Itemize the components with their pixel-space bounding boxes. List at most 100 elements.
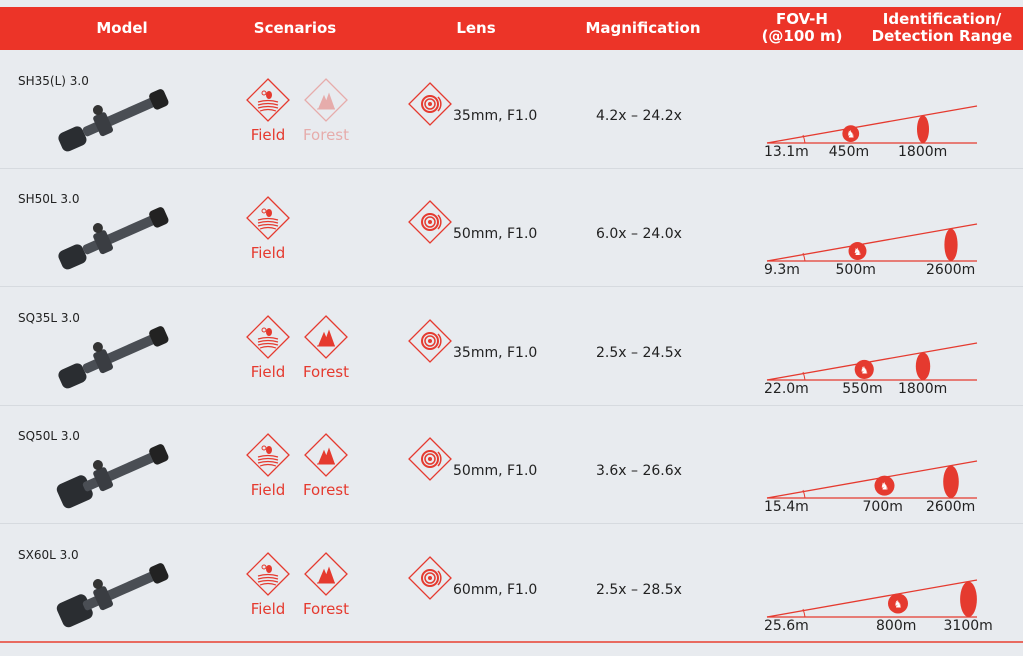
- table-row: SX60L 3.0 Field Forest 60mm, F1.0 2.5x – 28.…: [0, 524, 1023, 643]
- model-name: SQ50L 3.0: [18, 429, 80, 444]
- header-magnification: Magnification: [585, 19, 701, 37]
- identification-range: 450m: [828, 144, 870, 160]
- detection-target-icon: [943, 465, 959, 499]
- model-name: SH35(L) 3.0: [18, 74, 89, 88]
- table-bottom-border: [0, 641, 1023, 643]
- header-fov: FOV-H (@100 m): [761, 10, 843, 45]
- range-diagram: ♞: [766, 105, 978, 144]
- fov-value: 9.3m: [764, 262, 800, 279]
- deer-icon: [848, 242, 867, 261]
- fov-angle-arc: [802, 608, 806, 617]
- range-fov-line: [766, 342, 978, 381]
- header-lens: Lens: [456, 19, 496, 37]
- scenario-label: Forest: [302, 362, 350, 381]
- scenario-label: Field: [250, 599, 286, 618]
- lens-icon: [408, 555, 452, 604]
- detection-range: 1800m: [898, 380, 948, 397]
- field-icon: [246, 314, 290, 363]
- range-fov-line: [766, 105, 978, 144]
- scenario-forest: Forest: [301, 551, 351, 618]
- fov-angle-arc: [802, 253, 806, 262]
- scenario-field: Field: [243, 551, 293, 618]
- lens-icon: [408, 200, 452, 248]
- lens-value: 35mm, F1.0: [453, 108, 538, 124]
- model-name: SQ35L 3.0: [18, 310, 80, 325]
- fov-value: 15.4m: [764, 499, 809, 516]
- svg-text:♞: ♞: [853, 247, 862, 258]
- scenario-label: Forest: [302, 599, 350, 618]
- header-model: Model: [96, 19, 148, 37]
- scenario-label: Field: [250, 126, 286, 144]
- magnification-value: 4.2x – 24.2x: [596, 108, 682, 124]
- identification-range: 500m: [835, 262, 876, 279]
- fov-value: 22.0m: [764, 380, 809, 397]
- deer-icon: [888, 593, 908, 614]
- scenario-field: Field: [243, 196, 293, 262]
- detection-range: 2600m: [926, 499, 976, 516]
- table-row: SH50L 3.0 Field 50mm, F1.0 6.0x – 24.0x ♞ 9.3…: [0, 168, 1023, 288]
- magnification-value: 3.6x – 26.6x: [596, 463, 682, 480]
- range-diagram: ♞: [766, 460, 978, 499]
- table-row: SQ35L 3.0 Field Forest 35mm, F1.0 2.5x – 24.…: [0, 287, 1023, 406]
- model-name: SH50L 3.0: [18, 192, 80, 207]
- lens-value: 50mm, F1.0: [453, 226, 538, 243]
- scenario-label: Field: [250, 244, 286, 263]
- scope-image: [45, 425, 175, 529]
- field-icon: [246, 196, 290, 244]
- scope-image: [45, 544, 175, 648]
- header-scenarios: Scenarios: [253, 19, 337, 37]
- fov-value: 25.6m: [764, 617, 809, 634]
- scenario-field: Field: [243, 314, 293, 381]
- lens-icon: [408, 318, 452, 367]
- scenario-label: Forest: [302, 126, 350, 144]
- scenario-field: Field: [243, 433, 293, 499]
- lens-value: 35mm, F1.0: [453, 344, 538, 361]
- forest-icon: [304, 78, 348, 126]
- detection-target-icon: [944, 228, 958, 262]
- fov-value: 13.1m: [764, 144, 809, 160]
- scenario-forest: Forest: [301, 433, 351, 499]
- range-fov-line: [766, 578, 978, 618]
- magnification-value: 2.5x – 24.5x: [596, 344, 682, 361]
- scope-image: [45, 307, 175, 411]
- scenario-label: Field: [250, 481, 286, 500]
- fov-angle-arc: [802, 134, 806, 144]
- detection-target-icon: [917, 115, 929, 143]
- deer-icon: [842, 125, 860, 142]
- svg-text:♞: ♞: [894, 599, 903, 610]
- range-fov-line: [766, 223, 978, 263]
- scenario-forest: Forest: [301, 314, 351, 381]
- lens-icon: [408, 437, 452, 485]
- svg-text:♞: ♞: [860, 365, 869, 376]
- detection-range: 3100m: [943, 617, 993, 634]
- fov-angle-arc: [802, 490, 806, 499]
- forest-icon: [304, 433, 348, 481]
- range-diagram: ♞: [766, 223, 978, 263]
- identification-range: 550m: [842, 380, 883, 397]
- magnification-value: 6.0x – 24.0x: [596, 226, 682, 243]
- detection-target-icon: [960, 581, 977, 617]
- identification-range: 700m: [862, 499, 903, 516]
- detection-target-icon: [915, 352, 931, 380]
- field-icon: [246, 78, 290, 126]
- scenario-field: Field: [243, 78, 293, 144]
- table-row: SQ50L 3.0 Field Forest 50mm, F1.0 3.6x – 26.…: [0, 405, 1023, 525]
- table-row: SH35(L) 3.0 Field Forest 35mm, F1.0 4.2x – 2…: [0, 50, 1023, 169]
- identification-range: 800m: [876, 617, 917, 634]
- forest-icon: [304, 314, 348, 363]
- deer-icon: [854, 359, 874, 379]
- field-icon: [246, 551, 290, 600]
- deer-icon: [874, 475, 895, 496]
- lens-icon: [408, 82, 452, 130]
- svg-text:♞: ♞: [880, 482, 889, 493]
- scope-image: [45, 188, 175, 292]
- lens-value: 50mm, F1.0: [453, 463, 538, 480]
- lens-value: 60mm, F1.0: [453, 581, 538, 598]
- model-name: SX60L 3.0: [18, 547, 79, 562]
- fov-angle-arc: [802, 371, 806, 380]
- range-diagram: ♞: [766, 578, 978, 618]
- range-diagram: ♞: [766, 342, 978, 381]
- header-range: Identification/ Detection Range: [871, 10, 1013, 45]
- detection-range: 1800m: [898, 144, 948, 160]
- scenario-forest: Forest: [301, 78, 351, 144]
